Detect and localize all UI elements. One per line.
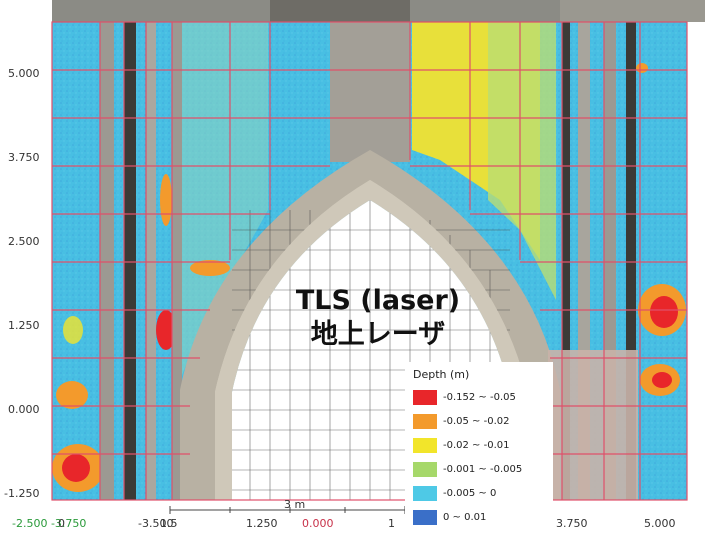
legend-label: -0.05 ~ -0.02 (443, 415, 510, 427)
legend-item: -0.02 ~ -0.01 (413, 436, 509, 454)
y-tick-label: 5.000 (8, 67, 40, 80)
pillar-2 (124, 22, 136, 500)
pillar-3 (146, 22, 156, 500)
right-stone-block (548, 350, 638, 500)
legend-item: -0.001 ~ -0.005 (413, 460, 522, 478)
pillar-5 (562, 22, 570, 500)
legend-item: 0 ~ 0.01 (413, 508, 486, 526)
legend-swatch (413, 461, 437, 477)
y-tick-label: 0.000 (8, 403, 40, 416)
legend-swatch (413, 485, 437, 501)
legend-label: -0.001 ~ -0.005 (443, 463, 523, 475)
y-tick-label: -1.250 (4, 487, 40, 500)
legend-title: Depth (m) (413, 368, 470, 381)
legend-item: -0.005 ~ 0 (413, 484, 496, 502)
y-tick-label: 2.500 (8, 235, 40, 248)
pillar-1 (100, 22, 114, 500)
overlay-title: TLS (laser) 地上レーザ (268, 284, 488, 352)
pillar-4 (172, 22, 182, 500)
y-tick-label: 3.750 (8, 151, 40, 164)
legend-label: -0.005 ~ 0 (443, 487, 497, 499)
y-tick-label: 1.250 (8, 319, 40, 332)
x-tick-label: 0.000 (302, 517, 334, 530)
x-tick-label-partial: -3.500 (138, 517, 174, 530)
legend-item: -0.152 ~ -0.05 (413, 388, 516, 406)
x-tick-label: 1 (388, 517, 395, 530)
x-tick-label: 3.750 (556, 517, 588, 530)
pillar-8 (626, 22, 636, 500)
legend-swatch (413, 509, 437, 525)
overlay-title-line2: 地上レーザ (310, 319, 446, 350)
x-tick-label-partial: -2.500 -3.750 (12, 517, 87, 530)
x-tick-label: 1.250 (246, 517, 278, 530)
legend-label: -0.02 ~ -0.01 (443, 439, 510, 451)
x-tick-label: 0 (58, 517, 65, 530)
legend-swatch (413, 413, 437, 429)
survey-grid (51, 21, 688, 501)
legend-label: 0 ~ 0.01 (443, 511, 487, 523)
depth-legend: Depth (m) -0.152 ~ -0.05 -0.05 ~ -0.02 -… (405, 362, 553, 532)
legend-swatch (413, 437, 437, 453)
scale-bar-label: 3 m (284, 498, 306, 511)
overlay-title-line1: TLS (laser) (295, 285, 461, 316)
legend-swatch (413, 389, 437, 405)
x-tick-label: 1.5 (160, 517, 178, 530)
legend-label: -0.152 ~ -0.05 (443, 391, 516, 403)
central-column (330, 22, 410, 162)
legend-item: -0.05 ~ -0.02 (413, 412, 509, 430)
x-tick-label: 5.000 (644, 517, 676, 530)
gothic-arch (180, 150, 560, 500)
